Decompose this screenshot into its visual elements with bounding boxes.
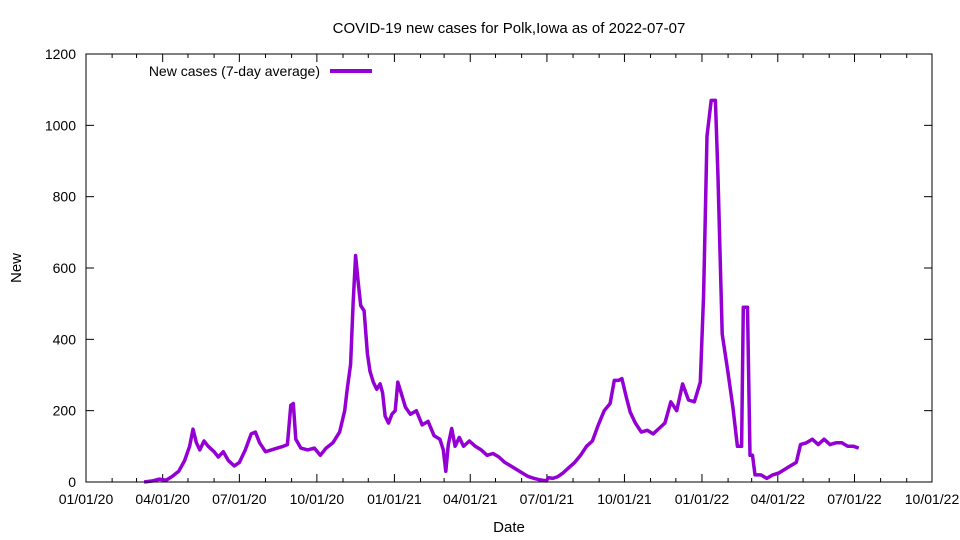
series-line bbox=[143, 98, 860, 484]
series-layer bbox=[143, 98, 860, 484]
x-tick-label: 07/01/22 bbox=[827, 491, 882, 507]
x-tick-label: 07/01/20 bbox=[212, 491, 267, 507]
y-axis-label: New bbox=[8, 253, 25, 283]
x-tick-label: 07/01/21 bbox=[520, 491, 575, 507]
y-tick-label: 1200 bbox=[45, 46, 76, 62]
x-tick-label: 10/01/22 bbox=[905, 491, 960, 507]
x-tick-label: 04/01/20 bbox=[135, 491, 190, 507]
y-tick-label: 1000 bbox=[45, 117, 76, 133]
x-tick-labels: 01/01/20 04/01/20 07/01/20 10/01/20 01/01/21… bbox=[59, 491, 960, 507]
y-tick-label: 200 bbox=[53, 403, 77, 419]
x-tick-label: 04/01/22 bbox=[751, 491, 806, 507]
y-tick-labels: 0 200 400 600 800 1000 1200 bbox=[45, 46, 76, 490]
x-tick-label: 01/01/22 bbox=[675, 491, 730, 507]
y-tick-label: 800 bbox=[53, 189, 77, 205]
y-tick-label: 0 bbox=[68, 474, 76, 490]
x-tick-label: 10/01/20 bbox=[290, 491, 345, 507]
y-tick-label: 600 bbox=[53, 260, 77, 276]
legend: New cases (7-day average) bbox=[149, 63, 372, 79]
plot-frame bbox=[85, 53, 933, 483]
x-tick-label: 01/01/21 bbox=[367, 491, 422, 507]
x-tick-label: 10/01/21 bbox=[597, 491, 652, 507]
x-tick-label: 01/01/20 bbox=[59, 491, 114, 507]
x-tick-label: 04/01/21 bbox=[443, 491, 498, 507]
x-axis-label: Date bbox=[493, 519, 525, 536]
y-tick-label: 400 bbox=[53, 331, 77, 347]
chart-title: COVID-19 new cases for Polk,Iowa as of 2… bbox=[333, 20, 686, 37]
axis-ticks bbox=[85, 53, 933, 483]
legend-label: New cases (7-day average) bbox=[149, 63, 320, 79]
